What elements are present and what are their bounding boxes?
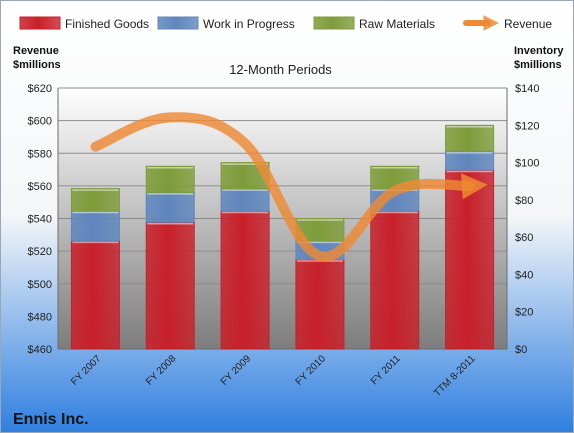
right-axis-title: $millions: [514, 59, 562, 71]
bar-raw-materials-0: [70, 188, 120, 212]
left-tick-label: $520: [28, 246, 52, 258]
right-axis-title: Inventory: [514, 45, 564, 57]
bar-finished-goods-3: [295, 259, 345, 350]
bar-finished-goods-5: [445, 169, 495, 350]
right-tick-label: $0: [515, 344, 527, 356]
left-tick-label: $480: [28, 311, 52, 323]
chart-title: 12-Month Periods: [229, 62, 332, 77]
bar-raw-materials-5: [445, 124, 495, 152]
left-tick-label: $600: [28, 116, 52, 128]
legend-swatch-finished-goods: [19, 16, 61, 30]
bar-work-in-progress-1: [145, 191, 195, 223]
left-tick-label: $580: [28, 148, 52, 160]
left-tick-label: $500: [28, 279, 52, 291]
left-tick-label: $540: [28, 214, 52, 226]
bar-raw-materials-1: [145, 165, 195, 193]
bar-finished-goods-2: [220, 210, 270, 350]
legend-swatch-raw-materials: [313, 16, 355, 30]
left-tick-label: $620: [28, 83, 52, 95]
bar-finished-goods-4: [370, 210, 420, 350]
left-tick-label: $460: [28, 344, 52, 356]
right-tick-label: $120: [515, 120, 539, 132]
legend-label: Work in Progress: [203, 17, 295, 31]
right-tick-label: $80: [515, 195, 533, 207]
left-tick-label: $560: [28, 181, 52, 193]
right-tick-label: $140: [515, 83, 539, 95]
company-name: Ennis Inc.: [13, 411, 89, 428]
legend-label: Revenue: [504, 17, 552, 31]
right-tick-label: $60: [515, 232, 533, 244]
right-tick-label: $100: [515, 158, 539, 170]
bar-work-in-progress-0: [70, 210, 120, 242]
bar-work-in-progress-2: [220, 188, 270, 212]
bar-work-in-progress-5: [445, 150, 495, 171]
right-tick-label: $20: [515, 307, 533, 319]
right-tick-label: $40: [515, 269, 533, 281]
left-axis-title: Revenue: [13, 45, 59, 57]
legend-swatch-work-in-progress: [157, 16, 199, 30]
legend-label: Finished Goods: [65, 17, 149, 31]
legend-label: Raw Materials: [359, 17, 435, 31]
bar-finished-goods-0: [70, 240, 120, 350]
left-axis-title: $millions: [13, 59, 61, 71]
bar-finished-goods-1: [145, 221, 195, 350]
revenue-line: [90, 112, 488, 262]
